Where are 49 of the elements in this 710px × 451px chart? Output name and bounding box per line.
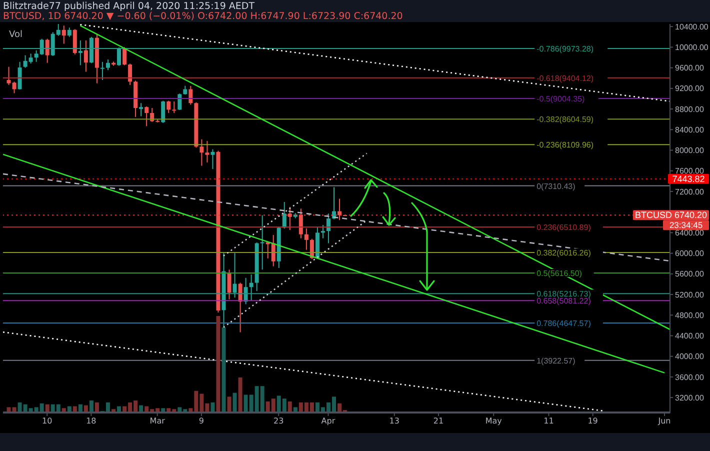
- y-tick-label: 4400.00: [675, 332, 704, 341]
- x-tick-label: 19: [588, 416, 598, 426]
- ref-line-label: 0.618(5216.73): [536, 290, 592, 299]
- x-tick-label: 13: [389, 416, 400, 426]
- y-tick-label: 4800.00: [675, 310, 704, 320]
- ref-line-label: -0.618(9404.12): [536, 74, 594, 83]
- x-tick-label: Jun: [657, 416, 671, 426]
- ref-line-label: 0.236(6510.89): [536, 222, 592, 232]
- ref-line-label: -0.5(9004.35): [536, 94, 585, 104]
- y-tick-label: 4000.00: [675, 352, 704, 362]
- y-tick-label: 8000.00: [675, 146, 704, 156]
- x-tick-label: 10: [42, 416, 52, 426]
- y-tick-label: 7200.00: [675, 187, 704, 196]
- x-tick-label: Mar: [150, 416, 166, 426]
- ref-line-label: -0.786(9973.28): [536, 44, 594, 54]
- ref-line-label: 7443.82: [672, 174, 705, 184]
- y-tick-label: 6400.00: [675, 228, 704, 238]
- y-tick-label: 3600.00: [675, 372, 704, 382]
- ref-line-label: 0(7310.43): [536, 182, 576, 191]
- ref-line-label: -0.236(8109.96): [536, 140, 594, 150]
- chart-title: Vol: [9, 30, 22, 40]
- y-tick-label: 9600.00: [675, 64, 704, 73]
- y-tick-label: 10000.00: [675, 43, 709, 52]
- x-tick-label: 21: [433, 416, 444, 426]
- y-tick-label: 5200.00: [675, 290, 704, 300]
- ref-line-label: 0.786(4647.57): [536, 318, 592, 328]
- chart-subtitle: BTCUSD, 1D 6740.20 ▼ −0.60 (−0.01%) O:6742.00 H:6747.90 L:6723.90 C:6740.20: [3, 11, 403, 22]
- y-tick-label: 5600.00: [675, 270, 704, 279]
- x-tick-label: 11: [544, 416, 554, 426]
- ref-line-label: 0.658(5081.22): [536, 296, 592, 306]
- y-tick-label: 10400.00: [675, 22, 709, 32]
- ref-line-label: -0.382(8604.59): [536, 115, 594, 124]
- x-tick-label: May: [485, 416, 502, 426]
- x-tick-label: 9: [198, 416, 204, 426]
- annotation: 23:34:45: [669, 220, 703, 230]
- chart-title: Blitztrade77 published April 04, 2020 11:25:19 AEDT: [3, 1, 255, 12]
- y-tick-label: 9200.00: [675, 84, 704, 94]
- y-tick-label: 3200.00: [675, 393, 704, 402]
- y-tick-label: 8400.00: [675, 125, 704, 134]
- ref-line-label: 0.382(6016.26): [536, 248, 592, 258]
- ref-line-label: 1(3922.57): [536, 356, 576, 366]
- x-tick-label: 23: [274, 416, 284, 426]
- ref-line-label: 0.5(5616.50): [536, 269, 582, 278]
- ref-line-label: BTCUSD 6740.20: [634, 210, 708, 220]
- y-tick-label: 8800.00: [675, 104, 704, 114]
- y-tick-label: 6000.00: [675, 249, 704, 258]
- x-tick-label: Apr: [321, 416, 336, 426]
- x-tick-label: 18: [86, 416, 96, 426]
- y-tick-label: 7600.00: [675, 166, 704, 176]
